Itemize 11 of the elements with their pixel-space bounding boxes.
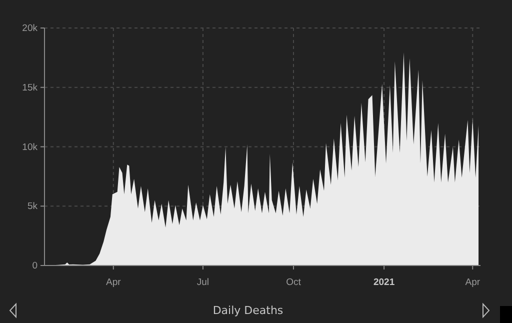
text: Daily Deaths: [212, 304, 284, 317]
y-tick-label: 10k: [22, 142, 38, 153]
y-tick-label: 20k: [22, 23, 38, 34]
x-tick-label: Apr: [465, 276, 480, 288]
x-tick-label: 2021: [373, 276, 396, 288]
y-tick-label: 5k: [27, 201, 38, 212]
x-tick-label: Jul: [196, 276, 210, 288]
y-tick-label: 0: [32, 260, 38, 272]
y-tick-label: 15k: [22, 82, 38, 94]
x-tick-label: Oct: [286, 276, 302, 288]
x-tick-label: Apr: [106, 276, 121, 288]
